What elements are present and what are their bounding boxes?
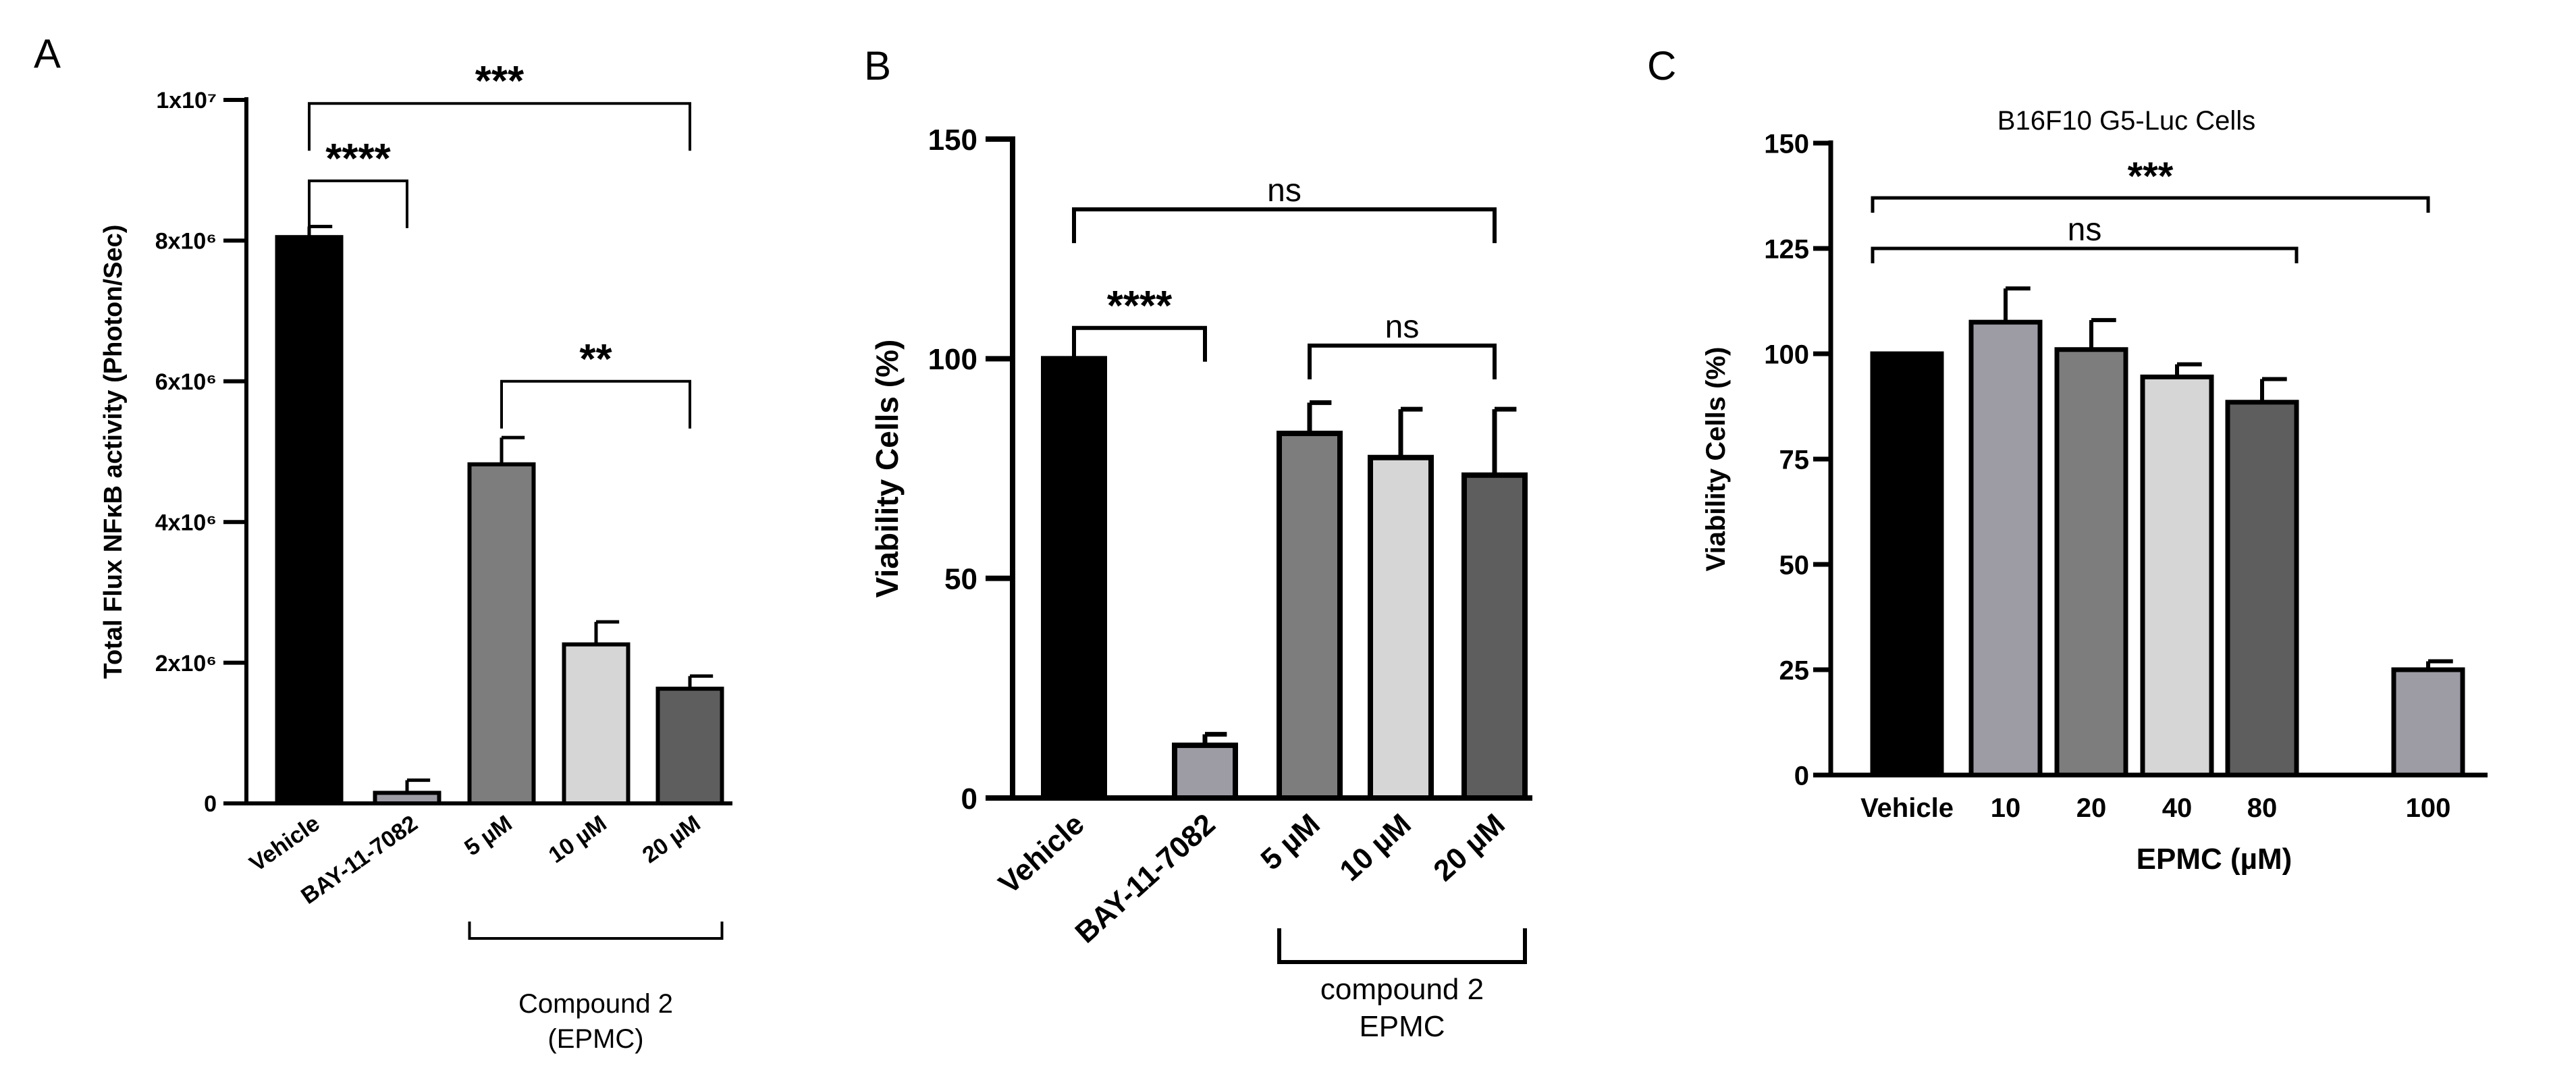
- panel-a-significance-label-0: ***: [475, 58, 525, 105]
- panel-c-y-axis-label: Viability Cells (%): [1701, 347, 1731, 572]
- panel-c-bar-0: [1870, 351, 1944, 778]
- panel-a-error-bar-2: [500, 435, 525, 464]
- panel-a-group-label-line1: Compound 2: [518, 989, 673, 1019]
- panel-a-error-bar-1: [405, 778, 431, 793]
- panel-c-bar-4: [2225, 400, 2299, 778]
- panel-b-significance-2: ns: [1308, 309, 1497, 379]
- panel-a-x-tick-label-2: 5 µM: [460, 810, 516, 861]
- panel-c-bar-3: [2140, 374, 2214, 778]
- panel-c-y-tick-label-1: 25: [1779, 656, 1810, 685]
- panel-a-y-axis-label: Total Flux NFκB activity (Photon/Sec): [99, 225, 128, 679]
- panel-c-error-bar-1: [2004, 286, 2031, 323]
- panel-c-error-bar-4: [2260, 377, 2287, 402]
- panel-a-y-tick-label-5: 1x10⁷: [156, 88, 217, 113]
- panel-a-significance-0: ***: [308, 58, 691, 151]
- panel-c-significance-0: ***: [1871, 155, 2430, 213]
- panel-a-y-tick-label-0: 0: [204, 791, 217, 817]
- panel-c-significance-1: ns: [1871, 212, 2299, 263]
- panel-b-significance-label-0: ns: [1267, 173, 1302, 209]
- panel-c-bar-1: [1968, 319, 2043, 778]
- panel-b-group-bracket: compound 2 EPMC: [1277, 928, 1527, 1043]
- panel-b-significance-0: ns: [1072, 173, 1497, 244]
- panel-c-x-axis-label: EPMC (µM): [2137, 843, 2292, 876]
- panel-a: A02x10⁶4x10⁶6x10⁶8x10⁶1x10⁷VehicleBAY-11…: [34, 31, 732, 1054]
- panel-b-significance-1: ****: [1072, 283, 1207, 362]
- panel-a-significance-2: **: [500, 336, 691, 429]
- panel-b-group-label-line1: compound 2: [1320, 973, 1484, 1006]
- panel-c-x-tick-label-1: 10: [1991, 793, 2021, 823]
- panel-b-error-bar-1: [1202, 732, 1227, 745]
- panel-a-significance-1: ****: [308, 136, 408, 228]
- panel-b-y-axis-label: Viability Cells (%): [869, 340, 905, 598]
- panel-c-x-tick-label-3: 40: [2162, 793, 2193, 823]
- panel-a-group-label-line2: (EPMC): [547, 1024, 643, 1054]
- panel-b-letter: B: [864, 43, 891, 88]
- panel-b-x-tick-label-3: 10 µM: [1333, 807, 1417, 888]
- panel-b-bar-4: [1461, 472, 1528, 801]
- panel-b-bar-0: [1041, 356, 1107, 801]
- panel-a-x-tick-label-3: 10 µM: [544, 810, 612, 868]
- panel-c-bar-5: [2391, 667, 2465, 778]
- panel-a-bar-2: [467, 462, 536, 805]
- panel-a-x-tick-label-4: 20 µM: [638, 810, 705, 868]
- panel-c-y-tick-label-2: 50: [1779, 550, 1810, 580]
- panel-a-x-tick-label-0: Vehicle: [245, 810, 325, 876]
- panel-b-x-tick-label-2: 5 µM: [1255, 807, 1326, 876]
- panel-c: C B16F10 G5-Luc Cells 0 25 50 75 100 125 150 Vehi…: [1647, 43, 2488, 876]
- panel-a-significance-label-2: **: [579, 336, 612, 383]
- panel-b-bar-3: [1368, 454, 1434, 801]
- panel-a-error-bar-4: [688, 674, 714, 689]
- panel-a-error-bar-0: [307, 225, 333, 238]
- panel-a-y-tick-label-3: 6x10⁶: [155, 369, 217, 395]
- panel-b-error-bar-3: [1398, 406, 1423, 458]
- panel-a-y-tick-label-1: 2x10⁶: [155, 651, 217, 676]
- panel-c-x-tick-label-0: Vehicle: [1860, 793, 1954, 823]
- panel-b-y-tick-label-0: 0: [961, 782, 977, 816]
- panel-c-x-tick-label-5: 100: [2406, 793, 2451, 823]
- panel-a-group-bracket: Compound 2 (EPMC): [468, 922, 724, 1054]
- panel-a-bar-3: [562, 642, 630, 805]
- panel-c-letter: C: [1647, 43, 1676, 88]
- panel-c-error-bar-3: [2175, 362, 2202, 377]
- panel-b-group-label-line2: EPMC: [1359, 1010, 1445, 1043]
- panel-c-y-tick-label-0: 0: [1794, 761, 1809, 791]
- panel-c-y-tick-label-4: 100: [1764, 340, 1809, 369]
- panel-b-x-tick-label-4: 20 µM: [1427, 807, 1511, 888]
- panel-a-y-tick-label-4: 8x10⁶: [155, 229, 217, 255]
- panel-b-significance-label-1: ****: [1107, 283, 1173, 329]
- panel-b-bar-2: [1277, 430, 1343, 801]
- panel-c-significance-label-0: ***: [2128, 155, 2174, 198]
- panel-a-y-tick-label-2: 4x10⁶: [155, 510, 217, 535]
- panel-b-bar-1: [1172, 742, 1238, 801]
- panel-a-bar-0: [275, 235, 344, 805]
- panel-c-x-tick-label-2: 20: [2076, 793, 2107, 823]
- panel-c-bar-2: [2054, 347, 2128, 778]
- panel-c-significance-label-1: ns: [2068, 212, 2102, 248]
- panel-c-y-tick-label-6: 150: [1764, 129, 1809, 159]
- panel-b-error-bar-2: [1307, 400, 1332, 433]
- panel-c-error-bar-5: [2426, 659, 2453, 670]
- panel-a-letter: A: [34, 31, 61, 76]
- panel-b-significance-label-2: ns: [1385, 309, 1420, 345]
- panel-c-y-tick-label-3: 75: [1779, 445, 1810, 475]
- panel-c-title: B16F10 G5-Luc Cells: [1997, 106, 2255, 136]
- panel-b-y-tick-label-1: 50: [944, 563, 977, 596]
- panel-a-bar-4: [655, 687, 724, 805]
- panel-a-significance-label-1: ****: [325, 136, 391, 182]
- panel-b-y-tick-label-3: 150: [928, 124, 977, 157]
- panel-b-y-tick-label-2: 100: [928, 343, 977, 376]
- panel-c-error-bar-2: [2089, 318, 2116, 350]
- panel-c-y-tick-label-5: 125: [1764, 234, 1809, 264]
- panel-c-x-tick-label-4: 80: [2247, 793, 2278, 823]
- panel-b-x-tick-label-1: BAY-11-7082: [1069, 807, 1222, 949]
- panel-b-x-tick-label-0: Vehicle: [992, 807, 1091, 901]
- panel-b-error-bar-4: [1492, 406, 1517, 475]
- panel-a-error-bar-3: [594, 620, 620, 645]
